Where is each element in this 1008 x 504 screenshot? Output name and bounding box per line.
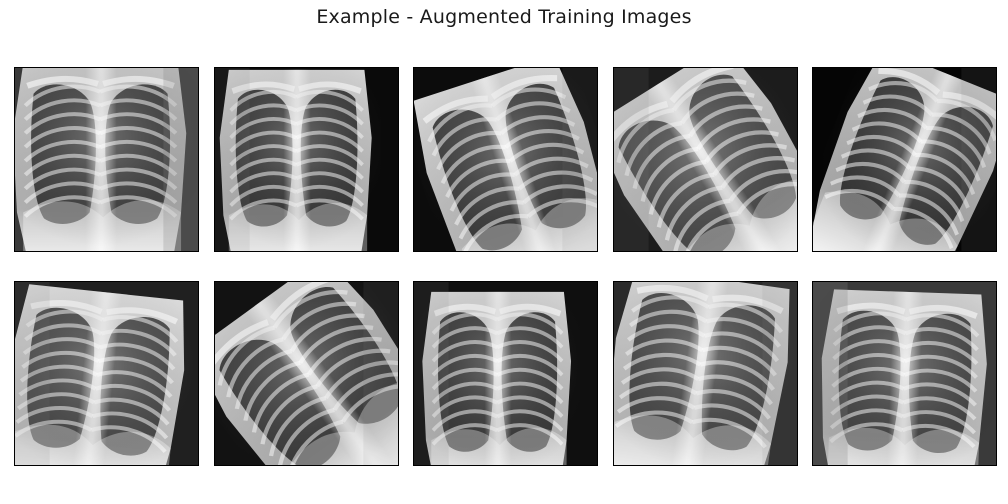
xray-body	[813, 288, 996, 465]
xray-body	[215, 69, 381, 251]
xray-body	[813, 68, 996, 251]
figure-title: Example - Augmented Training Images	[316, 6, 692, 28]
xray-panel-10	[812, 281, 997, 466]
augmentation-smear	[813, 282, 848, 465]
xray-body	[215, 282, 398, 465]
xray-image	[215, 68, 398, 251]
augmentation-smear	[414, 282, 449, 465]
xray-image	[614, 68, 797, 251]
xray-panel-3	[413, 67, 598, 252]
xray-body	[414, 68, 597, 251]
xray-body	[614, 68, 797, 251]
augmentation-smear	[363, 282, 398, 465]
xray-panel-2	[214, 67, 399, 252]
xray-image	[414, 68, 597, 251]
xray-body	[15, 282, 198, 465]
xray-image	[813, 282, 996, 465]
xray-image	[215, 282, 398, 465]
augmentation-smear	[163, 68, 198, 251]
xray-panel-6	[14, 281, 199, 466]
xray-image	[15, 282, 198, 465]
xray-panel-5	[812, 67, 997, 252]
image-grid	[14, 67, 998, 467]
xray-panel-9	[613, 281, 798, 466]
augmentation-smear	[15, 282, 50, 465]
xray-image	[414, 282, 597, 465]
xray-panel-7	[214, 281, 399, 466]
xray-panel-4	[613, 67, 798, 252]
xray-image	[614, 282, 797, 465]
xray-panel-8	[413, 281, 598, 466]
augmentation-smear	[762, 282, 797, 465]
augmentation-smear	[215, 68, 250, 251]
xray-body	[15, 68, 197, 251]
xray-panel-1	[14, 67, 199, 252]
augmentation-smear	[614, 68, 649, 251]
augmentation-smear	[961, 68, 996, 251]
xray-image	[15, 68, 198, 251]
xray-image	[813, 68, 996, 251]
xray-body	[614, 282, 797, 465]
augmentation-smear	[562, 68, 597, 251]
xray-body	[415, 291, 580, 465]
